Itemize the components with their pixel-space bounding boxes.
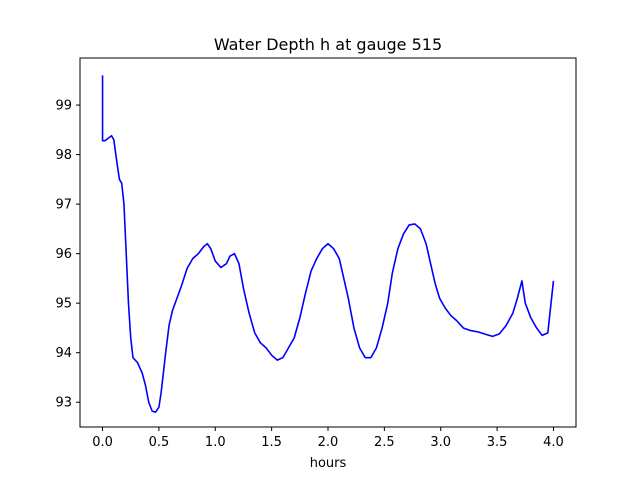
x-tick-label: 0.5 — [149, 435, 170, 450]
axes-frame — [79, 57, 577, 428]
y-tick-label: 96 — [55, 247, 72, 262]
x-tick-label: 0.0 — [92, 435, 113, 450]
y-tick-label: 93 — [55, 396, 72, 411]
y-tick-label: 98 — [55, 148, 72, 163]
x-tick-label: 1.0 — [205, 435, 226, 450]
y-tick-label: 97 — [55, 198, 72, 213]
series-line-0 — [101, 75, 555, 413]
x-tick-label: 4.0 — [543, 435, 564, 450]
x-tick-label: 3.5 — [487, 435, 508, 450]
y-tick-label: 94 — [55, 346, 72, 361]
chart-title: Water Depth h at gauge 515 — [214, 35, 442, 54]
x-axis: 0.0 0.5 1.0 1.5 2.0 2.5 3.0 3.5 4.0 — [92, 427, 564, 450]
y-tick-label: 99 — [55, 99, 72, 114]
plot-area — [101, 75, 555, 413]
y-axis: 93 94 95 96 97 98 99 — [55, 99, 80, 411]
x-tick-label: 1.5 — [261, 435, 282, 450]
x-tick-label: 3.0 — [430, 435, 451, 450]
y-tick-label: 95 — [55, 297, 72, 312]
x-axis-label: hours — [310, 456, 347, 471]
x-tick-label: 2.5 — [374, 435, 395, 450]
x-tick-label: 2.0 — [318, 435, 339, 450]
